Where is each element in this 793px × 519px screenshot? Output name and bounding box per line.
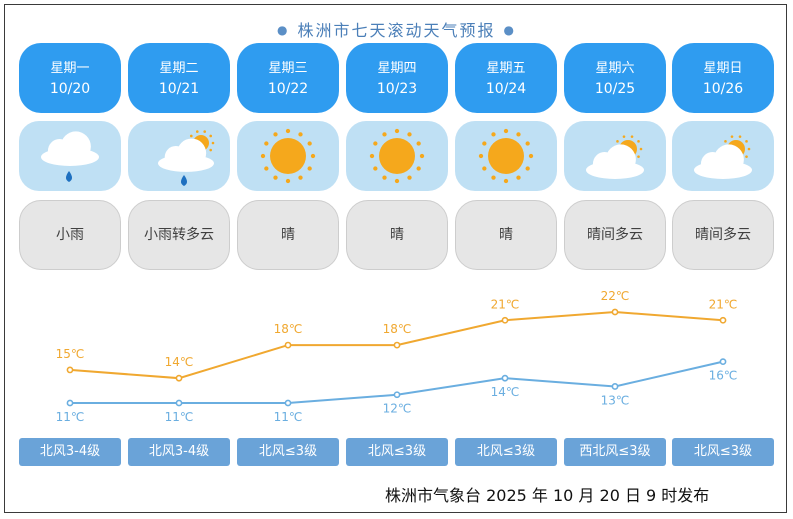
rain-icon [41,131,99,182]
condition-label: 晴 [346,200,448,270]
low-temperature-point [66,399,74,407]
wind-tag: 北风≤3级 [672,438,774,466]
day-card: 星期日 10/26 [672,43,774,113]
high-temperature-point [175,374,183,382]
low-temperature-point [284,399,292,407]
date-label: 10/26 [702,81,744,97]
weekday-label: 星期六 [595,61,635,76]
high-temperature-point [66,366,74,374]
weather-icon-card [128,121,230,191]
condition-label: 小雨转多云 [128,200,230,270]
condition-label: 小雨 [19,200,121,270]
low-temperature-label: 13℃ [601,393,630,407]
sun-icon [260,128,316,184]
weather-icon-card [672,121,774,191]
date-label: 10/24 [485,81,527,97]
weather-icon-card [564,121,666,191]
wind-tag: 北风≤3级 [455,438,557,466]
condition-label: 晴间多云 [672,200,774,270]
forecast-title: ● 株洲市七天滚动天气预报 ● [5,17,788,41]
wind-tag: 北风3-4级 [128,438,230,466]
day-card: 星期六 10/25 [564,43,666,113]
low-temperature-label: 14℃ [491,385,520,399]
weekday-label: 星期一 [50,61,90,76]
low-temperature-point [175,399,183,407]
weekday-label: 星期五 [486,61,526,76]
condition-label: 晴 [237,200,339,270]
title-text: 株洲市七天滚动天气预报 [297,21,496,40]
weekday-label: 星期日 [703,61,743,76]
day-card: 星期一 10/20 [19,43,121,113]
date-label: 10/25 [594,81,636,97]
wind-tag: 北风3-4级 [19,438,121,466]
low-temperature-label: 16℃ [709,369,738,383]
day-card: 星期五 10/24 [455,43,557,113]
condition-label: 晴间多云 [564,200,666,270]
weekday-label: 星期三 [268,61,308,76]
weekday-label: 星期二 [159,61,199,76]
high-temperature-label: 22℃ [601,289,630,303]
weekday-label: 星期四 [377,61,417,76]
wind-tag: 北风≤3级 [346,438,448,466]
high-temperature-label: 15℃ [56,347,85,361]
low-temperature-point [611,383,619,390]
title-bullet-right: ● [503,23,516,37]
low-temperature-point [393,391,401,399]
high-temperature-label: 21℃ [709,297,738,311]
temperature-chart: 15℃ 14℃ 18℃ 18℃ 21℃ 22℃ 21℃ 11℃ 11℃ 11℃ 12℃ 14℃ 13℃ 1… [56,289,738,424]
low-temperature-label: 11℃ [274,410,303,424]
day-card: 星期四 10/23 [346,43,448,113]
low-temperature-point [501,374,509,382]
high-temperature-label: 21℃ [491,297,520,311]
low-temperature-label: 11℃ [165,410,194,424]
weather-icon-card [19,121,121,191]
forecast-panel: ● 株洲市七天滚动天气预报 ● 星期一 10/20 小雨北风3-4级 星期二 10/21 小雨… [4,4,787,513]
condition-label: 晴 [455,200,557,270]
high-temperature-point [719,316,727,324]
weather-icon-card [237,121,339,191]
date-label: 10/22 [267,81,309,97]
weather-icon-card [346,121,448,191]
low-temperature-label: 11℃ [56,410,85,424]
sun-icon [369,128,425,184]
date-label: 10/21 [158,81,200,97]
weather-icon-card [455,121,557,191]
partly-cloudy-icon [694,135,752,179]
title-bullet-left: ● [277,23,290,37]
wind-tag: 西北风≤3级 [564,438,666,466]
high-temperature-point [284,341,292,349]
high-temperature-point [611,308,619,316]
high-temperature-label: 18℃ [383,322,412,336]
high-temperature-label: 18℃ [274,322,303,336]
date-label: 10/23 [376,81,418,97]
rain-partly-cloudy-icon [158,130,215,186]
high-temperature-point [393,341,401,349]
issued-by-footer: 株洲市气象台 2025 年 10 月 20 日 9 时发布 [385,486,710,505]
day-card: 星期三 10/22 [237,43,339,113]
wind-tag: 北风≤3级 [237,438,339,466]
date-label: 10/20 [49,81,91,97]
high-temperature-point [501,316,509,324]
low-temperature-point [719,358,727,366]
low-temperature-label: 12℃ [383,402,412,416]
high-temperature-label: 14℃ [165,355,194,369]
day-card: 星期二 10/21 [128,43,230,113]
partly-cloudy-icon [586,135,644,179]
sun-icon [478,128,534,184]
